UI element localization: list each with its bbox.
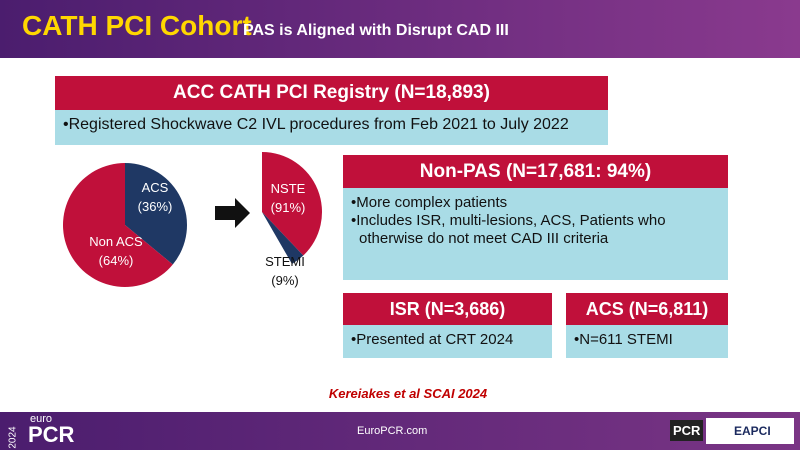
bullet: •More complex patients	[351, 194, 508, 211]
pies: ACS (36%) Non ACS (64%) NSTE (91%) STEMI (9%)	[62, 152, 322, 288]
citation: Kereiakes et al SCAI 2024	[328, 386, 488, 401]
pie-slice	[262, 152, 322, 256]
registry-title: ACC CATH PCI Registry (N=18,893)	[55, 76, 608, 110]
header: CATH PCI Cohort PAS is Aligned with Disr…	[0, 0, 800, 58]
isr-title: ISR (N=3,686)	[343, 293, 552, 325]
footer-logo-right1: PCR	[670, 420, 704, 441]
non-pas-bullets: •More complex patients •Includes ISR, mu…	[343, 188, 728, 280]
slice-label: NSTE	[271, 181, 306, 196]
pie-slice	[262, 212, 304, 264]
footer-year: 2024	[7, 426, 19, 449]
title: CATH PCI Cohort	[22, 10, 252, 41]
isr-bullet: •Presented at CRT 2024	[343, 325, 552, 358]
slice-label: ACS	[142, 180, 169, 195]
slice-label: STEMI	[265, 254, 305, 269]
footer-logo: PCR	[28, 422, 75, 447]
acs-bullet: •N=611 STEMI	[566, 325, 728, 358]
footer: 2024 euro PCR EuroPCR.com PCR EAPCI	[0, 412, 800, 450]
bullet: •Includes ISR, multi-lesions, ACS, Patie…	[351, 212, 666, 247]
pie-slice	[62, 163, 173, 287]
slice-label: Non ACS	[89, 234, 143, 249]
subtitle: PAS is Aligned with Disrupt CAD III	[243, 22, 509, 39]
slice-value-label: (64%)	[99, 253, 134, 268]
pie-slice	[125, 163, 187, 265]
footer-logo-top: euro	[30, 413, 53, 425]
slice-value-label: (36%)	[138, 199, 173, 214]
non-pas-title: Non-PAS (N=17,681: 94%)	[343, 155, 728, 188]
arrow	[215, 198, 250, 228]
footer-logo-right2: EAPCI	[706, 418, 794, 444]
acs-title: ACS (N=6,811)	[566, 293, 728, 325]
slice-value-label: (91%)	[271, 200, 306, 215]
registry-bullet: •Registered Shockwave C2 IVL procedures …	[55, 110, 608, 145]
footer-url: EuroPCR.com	[357, 425, 428, 437]
slice-value-label: (9%)	[271, 273, 298, 288]
